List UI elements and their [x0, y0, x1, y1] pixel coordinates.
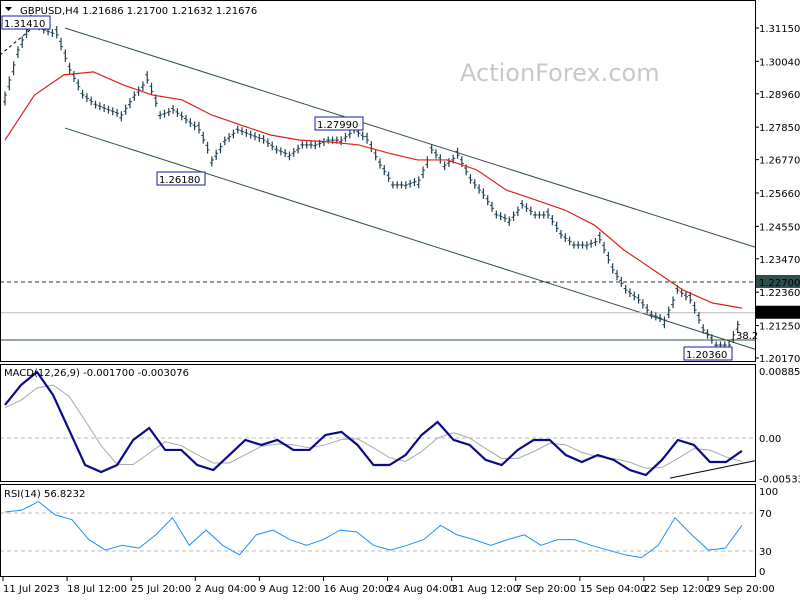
current-price-label: 1.21676: [759, 309, 800, 320]
time-tick-label: 18 Jul 12:00: [67, 584, 127, 595]
macd-panel-frame: [0, 364, 756, 482]
price-tick-label: 1.26770: [759, 156, 800, 167]
time-tick-label: 11 Jul 2023: [3, 584, 60, 595]
price-annotation: 1.27990: [317, 120, 358, 131]
macd-title: MACD(12,26,9) -0.001700 -0.003076: [4, 368, 189, 379]
channel-upper-line: [64, 27, 756, 248]
price-tick-label: 1.28960: [759, 90, 800, 101]
price-annotation-box: [683, 346, 733, 361]
macd-line: [4, 370, 743, 477]
rsi-line: [4, 501, 743, 559]
price-annotation: 38.2: [736, 331, 758, 342]
time-tick-label: 2 Aug 04:00: [195, 584, 256, 595]
price-annotation: 1.31410: [4, 19, 45, 30]
rsi-title: RSI(14) 56.8232: [4, 489, 85, 500]
symbol-title: GBPUSD,H4 1.21686 1.21700 1.21632 1.2167…: [20, 6, 257, 17]
price-tick-label: 1.30040: [759, 57, 800, 68]
moving-average-line: [4, 71, 743, 309]
price-tick-label: 1.31150: [759, 24, 800, 35]
dropdown-triangle-icon[interactable]: [5, 7, 12, 11]
price-tick-label: 1.27850: [759, 123, 800, 134]
price-annotation: 1.26180: [159, 175, 200, 186]
time-tick-label: 9 Aug 12:00: [259, 584, 320, 595]
macd-tick-label: -0.005334: [759, 474, 800, 485]
time-tick-label: 15 Sep 04:00: [580, 584, 647, 595]
watermark: ActionForex.com: [460, 59, 660, 87]
dashed-trend-line: [0, 29, 31, 56]
price-tick-label: 1.20170: [759, 354, 800, 365]
price-annotation-box: [156, 171, 206, 186]
time-tick-label: 31 Aug 12:00: [452, 584, 519, 595]
time-tick-label: 25 Jul 20:00: [131, 584, 191, 595]
main-panel-frame: [0, 0, 756, 362]
macd-trendline: [669, 460, 756, 479]
price-tick-label: 1.23470: [759, 255, 800, 266]
rsi-tick-label: 70: [759, 509, 772, 520]
rsi-tick-label: 100: [759, 487, 778, 498]
price-annotation-box: [1, 15, 51, 30]
current-price-box: [756, 305, 800, 319]
price-tick-label: 1.22360: [759, 288, 800, 299]
level-label-box: [756, 274, 800, 288]
price-tick-label: 1.24550: [759, 222, 800, 233]
macd-signal-line: [4, 384, 743, 469]
rsi-panel-frame: [0, 484, 756, 577]
level-label: 1.22700: [759, 278, 800, 289]
time-tick-label: 7 Sep 20:00: [516, 584, 576, 595]
rsi-tick-label: 0: [759, 567, 765, 578]
time-tick-label: 24 Aug 04:00: [388, 584, 455, 595]
price-annotation: 1.20360: [686, 350, 727, 361]
rsi-tick-label: 30: [759, 547, 772, 558]
price-annotation-box: [314, 116, 364, 131]
time-tick-label: 29 Sep 20:00: [708, 584, 775, 595]
price-tick-label: 1.25660: [759, 189, 800, 200]
price-tick-label: 1.21250: [759, 322, 800, 333]
time-tick-label: 16 Aug 20:00: [323, 584, 390, 595]
time-tick-label: 22 Sep 12:00: [644, 584, 711, 595]
macd-tick-label: 0.00: [759, 434, 781, 445]
macd-tick-label: 0.00885: [759, 367, 800, 378]
